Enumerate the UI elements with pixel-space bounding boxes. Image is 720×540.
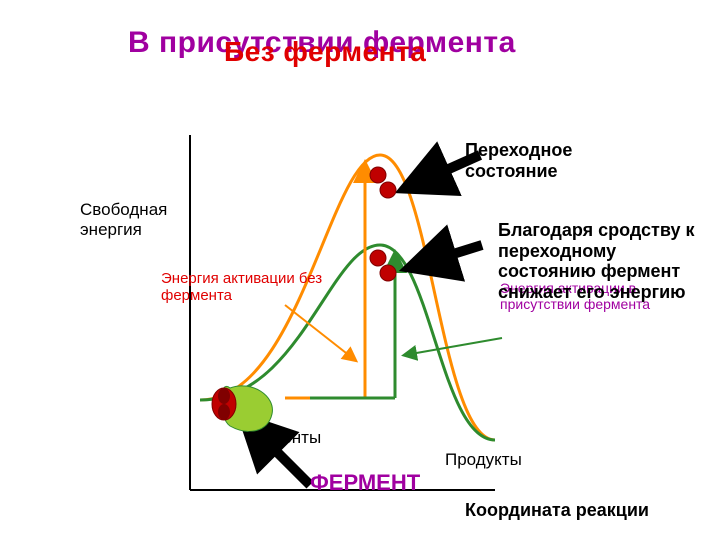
label-ea-uncat: Энергия активации без фермента bbox=[161, 270, 331, 305]
label-enzyme: ФЕРМЕНТ bbox=[310, 470, 420, 495]
label-reagents: Реагенты bbox=[247, 428, 321, 448]
x-axis-label: Координата реакции bbox=[465, 500, 649, 521]
ts-molecules-cat bbox=[370, 250, 396, 281]
label-products: Продукты bbox=[445, 450, 522, 470]
diagram-stage: В присутствии фермента Без фермента Своб… bbox=[0, 0, 720, 540]
ts-molecules-uncat bbox=[370, 167, 396, 198]
substrate-lobe bbox=[218, 388, 230, 404]
substrate-lobe2 bbox=[218, 404, 230, 420]
arrow-lowered bbox=[418, 245, 482, 265]
label-transition: Переходное состояние bbox=[465, 140, 665, 181]
label-lowered: Благодаря сродству к переходному состоян… bbox=[498, 220, 698, 303]
